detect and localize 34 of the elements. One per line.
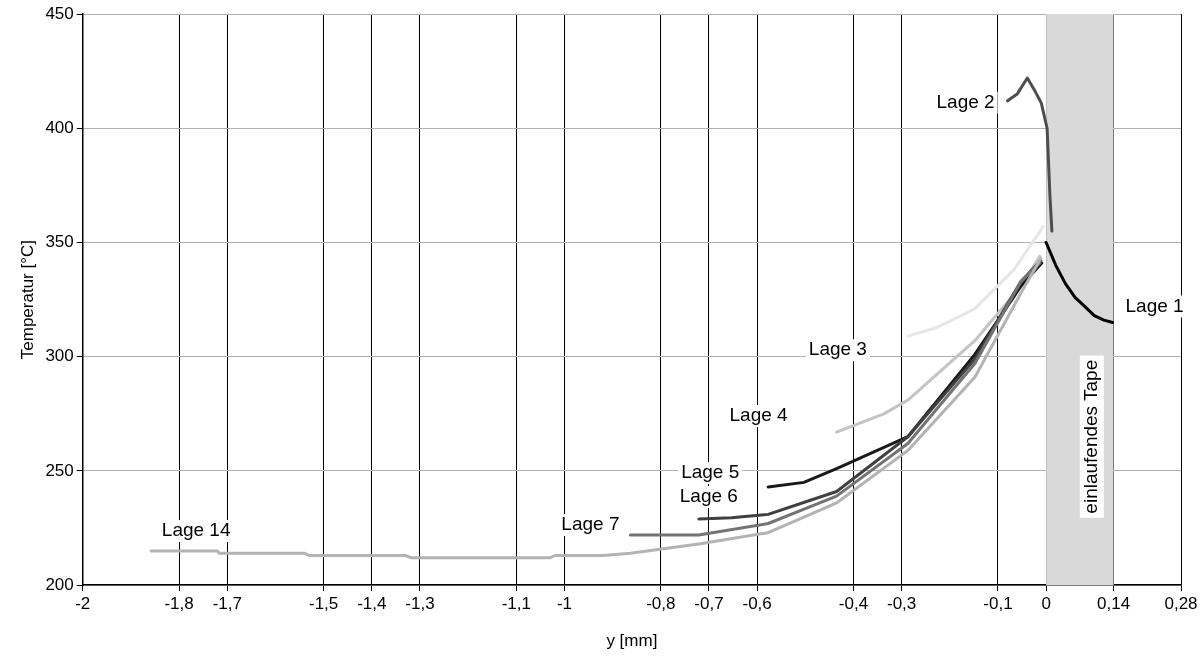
y-axis-title: Temperatur [°C] — [17, 239, 37, 360]
x-tick-label: -1,1 — [501, 594, 531, 614]
y-tick-label: 350 — [45, 232, 74, 252]
x-tick-label: 0,28 — [1164, 594, 1198, 614]
y-tick-label: 450 — [45, 3, 74, 23]
x-tick-label: -1,3 — [405, 594, 435, 614]
y-tick-label: 400 — [45, 117, 74, 137]
x-tick-label: -1 — [556, 594, 573, 614]
x-tick-label: -1,7 — [212, 594, 242, 614]
text: Lage 3 — [808, 338, 867, 360]
x-tick-label: -0,1 — [983, 594, 1013, 614]
y-tick-label: 250 — [45, 460, 74, 480]
x-axis-title: y [mm] — [606, 631, 658, 651]
x-tick-label: -0,6 — [742, 594, 772, 614]
series-label: Lage 7 — [561, 513, 620, 535]
x-tick-label: -2 — [75, 594, 91, 614]
series-label: Lage 14 — [161, 519, 231, 541]
x-tick-label: -0,4 — [838, 594, 869, 614]
series-label: Lage 5 — [681, 461, 740, 483]
band-label: einlaufendes Tape — [1080, 359, 1102, 514]
series-label: Lage 6 — [679, 485, 738, 507]
x-tick-label: 0,14 — [1097, 594, 1131, 614]
series-label: Lage 2 — [936, 91, 995, 113]
text: Lage 4 — [729, 404, 789, 426]
series-label: Lage 1 — [1125, 294, 1184, 316]
x-tick-label: -1,4 — [357, 594, 387, 614]
x-tick-label: 0 — [1041, 594, 1051, 614]
y-tick-label: 200 — [45, 574, 74, 594]
y-tick-label: 300 — [45, 346, 74, 366]
x-tick-label: -1,8 — [164, 594, 194, 614]
x-tick-label: -0,8 — [646, 594, 676, 614]
x-tick-label: -0,7 — [694, 594, 724, 614]
x-tick-label: -0,3 — [886, 594, 917, 614]
x-tick-label: -1,5 — [308, 594, 339, 614]
